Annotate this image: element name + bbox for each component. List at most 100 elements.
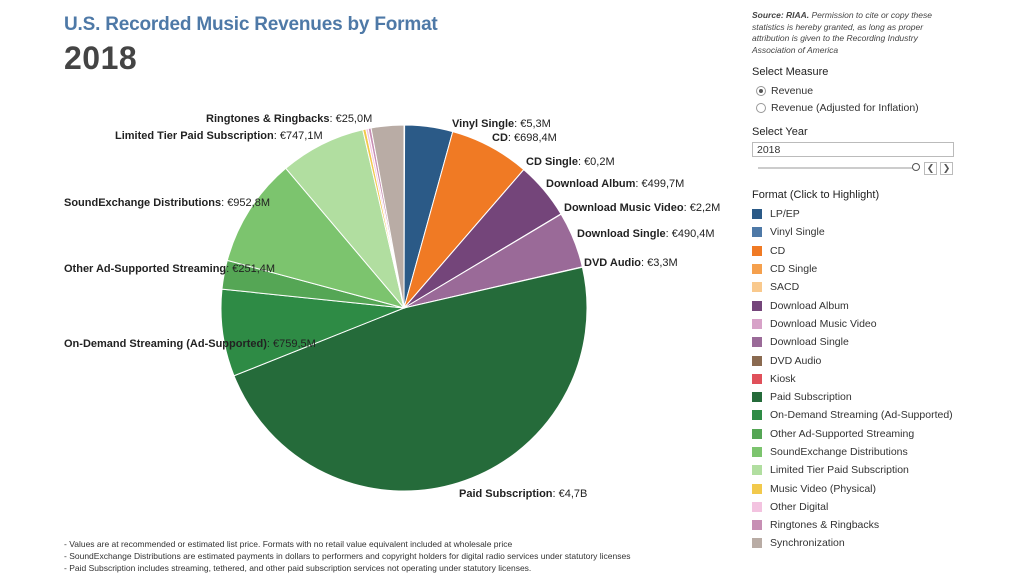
- legend-item[interactable]: Other Ad-Supported Streaming: [752, 425, 972, 443]
- slice-data-label: Limited Tier Paid Subscription: €747,1M: [115, 130, 323, 142]
- legend-label: On-Demand Streaming (Ad-Supported): [770, 409, 953, 422]
- year-slider-handle[interactable]: [912, 163, 920, 171]
- slice-data-label: On-Demand Streaming (Ad-Supported): €759…: [64, 338, 316, 350]
- chevron-right-icon[interactable]: ❯: [940, 161, 953, 175]
- legend-label: DVD Audio: [770, 354, 822, 367]
- footnotes: - Values are at recommended or estimated…: [64, 538, 630, 574]
- legend-swatch: [752, 410, 762, 421]
- legend-item[interactable]: SACD: [752, 278, 972, 296]
- legend-label: Download Album: [770, 299, 849, 312]
- legend-swatch: [752, 501, 762, 512]
- legend-swatch: [752, 373, 762, 384]
- slice-data-label: CD Single: €0,2M: [526, 156, 615, 168]
- legend-item[interactable]: CD Single: [752, 260, 972, 278]
- pie-slice[interactable]: [370, 124, 405, 309]
- legend-item[interactable]: LP/EP: [752, 205, 972, 223]
- legend-label: Kiosk: [770, 372, 796, 385]
- slice-data-label: SoundExchange Distributions: €952,8M: [64, 197, 270, 209]
- slice-data-label: Download Single: €490,4M: [577, 228, 715, 240]
- legend-swatch: [752, 392, 762, 403]
- legend-swatch: [752, 318, 762, 329]
- legend-label: CD Single: [770, 263, 818, 276]
- measure-option-revenue[interactable]: Revenue: [752, 82, 972, 99]
- slice-data-label: Vinyl Single: €5,3M: [452, 118, 551, 130]
- legend-item[interactable]: CD: [752, 242, 972, 260]
- chevron-left-icon[interactable]: ❮: [924, 161, 937, 175]
- slice-data-label: Paid Subscription: €4,7B: [459, 488, 587, 500]
- measure-title: Select Measure: [752, 66, 829, 78]
- legend-swatch: [752, 245, 762, 256]
- measure-option-label: Revenue: [771, 84, 814, 97]
- legend-swatch: [752, 209, 762, 220]
- slice-data-label: Download Music Video: €2,2M: [564, 202, 720, 214]
- legend-swatch: [752, 300, 762, 311]
- pie-slice[interactable]: [226, 167, 406, 309]
- legend-item[interactable]: Paid Subscription: [752, 388, 972, 406]
- legend-item[interactable]: Limited Tier Paid Subscription: [752, 461, 972, 479]
- measure-option-label: Revenue (Adjusted for Inflation): [771, 101, 919, 114]
- legend-item[interactable]: Kiosk: [752, 370, 972, 388]
- chart-title: U.S. Recorded Music Revenues by Format: [64, 14, 438, 35]
- legend-item[interactable]: Vinyl Single: [752, 223, 972, 241]
- slice-data-label: CD: €698,4M: [492, 132, 557, 144]
- legend-item[interactable]: Download Music Video: [752, 315, 972, 333]
- year-slider[interactable]: [758, 163, 920, 171]
- year-slider-row: ❮ ❯: [752, 161, 972, 175]
- legend-swatch: [752, 282, 762, 293]
- legend-item[interactable]: On-Demand Streaming (Ad-Supported): [752, 406, 972, 424]
- slice-data-label: Other Ad-Supported Streaming: €251,4M: [64, 263, 275, 275]
- radio-selected-icon[interactable]: [756, 85, 766, 96]
- footnote: - Paid Subscription includes streaming, …: [64, 563, 532, 573]
- selected-year-heading: 2018: [64, 40, 138, 76]
- pie-chart: Vinyl Single: €5,3M CD: €698,4M CD Single:…: [64, 113, 720, 500]
- legend-swatch: [752, 337, 762, 348]
- legend-label: Vinyl Single: [770, 226, 825, 239]
- source-text: Permission to cite or copy these statist…: [752, 10, 932, 55]
- source-label: Source: RIAA.: [752, 10, 810, 20]
- legend-item[interactable]: Download Album: [752, 296, 972, 314]
- format-legend: LP/EP Vinyl Single CD CD Single SACD Download…: [752, 205, 972, 553]
- legend-swatch: [752, 264, 762, 275]
- legend-item[interactable]: DVD Audio: [752, 351, 972, 369]
- legend-swatch: [752, 227, 762, 238]
- legend-item[interactable]: Other Digital: [752, 498, 972, 516]
- legend-swatch: [752, 520, 762, 531]
- sidebar: Source: RIAA. Permission to cite or copy…: [752, 10, 972, 553]
- slice-data-label: DVD Audio: €3,3M: [584, 257, 678, 269]
- legend-swatch: [752, 465, 762, 476]
- legend-label: Download Music Video: [770, 317, 877, 330]
- footnote: - SoundExchange Distributions are estima…: [64, 551, 631, 561]
- legend-swatch: [752, 428, 762, 439]
- legend-label: LP/EP: [770, 208, 800, 221]
- legend-swatch: [752, 538, 762, 549]
- legend-label: Download Single: [770, 336, 849, 349]
- legend-swatch: [752, 355, 762, 366]
- measure-option-revenue-adjusted[interactable]: Revenue (Adjusted for Inflation): [752, 99, 972, 116]
- pie-slice[interactable]: [233, 266, 588, 492]
- year-title: Select Year: [752, 126, 808, 138]
- legend-swatch: [752, 483, 762, 494]
- legend-label: Paid Subscription: [770, 391, 852, 404]
- legend-label: Ringtones & Ringbacks: [770, 519, 880, 532]
- legend-label: Other Ad-Supported Streaming: [770, 427, 915, 440]
- legend-label: Other Digital: [770, 500, 829, 513]
- legend-item[interactable]: Download Single: [752, 333, 972, 351]
- legend-label: CD: [770, 244, 786, 257]
- slice-data-label: Download Album: €499,7M: [546, 178, 684, 190]
- slice-data-label: Ringtones & Ringbacks: €25,0M: [206, 113, 372, 125]
- legend-label: SACD: [770, 281, 800, 294]
- legend-label: Limited Tier Paid Subscription: [770, 464, 909, 477]
- legend-label: Music Video (Physical): [770, 482, 877, 495]
- legend-swatch: [752, 447, 762, 457]
- year-input[interactable]: 2018: [752, 142, 954, 157]
- legend-item[interactable]: Music Video (Physical): [752, 479, 972, 497]
- radio-unselected-icon[interactable]: [756, 102, 766, 113]
- legend-title: Format (Click to Highlight): [752, 189, 880, 201]
- legend-label: SoundExchange Distributions: [770, 446, 908, 458]
- legend-item[interactable]: Ringtones & Ringbacks: [752, 516, 972, 534]
- legend-item[interactable]: SoundExchange Distributions: [752, 443, 972, 461]
- legend-label: Synchronization: [770, 537, 845, 550]
- footnote: - Values are at recommended or estimated…: [64, 539, 513, 549]
- legend-item[interactable]: Synchronization: [752, 534, 972, 552]
- source-note: Source: RIAA. Permission to cite or copy…: [752, 10, 942, 56]
